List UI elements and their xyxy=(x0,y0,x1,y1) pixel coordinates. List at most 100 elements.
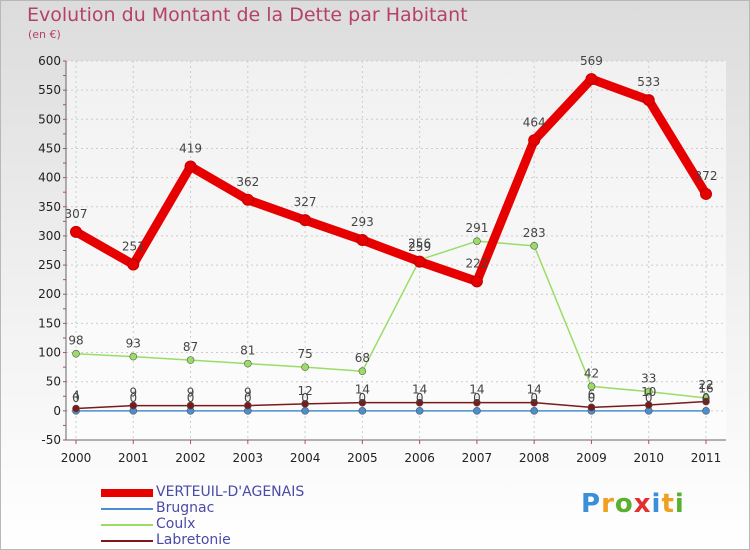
data-point-labretonie xyxy=(186,401,195,410)
data-label-coulx: 33 xyxy=(641,372,656,386)
y-tick-label: 300 xyxy=(38,229,61,243)
data-point-verteuil xyxy=(585,73,598,86)
x-tick-label: 2007 xyxy=(462,451,493,465)
data-point-coulx xyxy=(530,242,538,250)
data-point-labretonie xyxy=(644,401,653,409)
data-point-labretonie xyxy=(530,398,538,407)
x-tick-label: 2003 xyxy=(233,451,264,465)
data-label-verteuil: 251 xyxy=(122,239,145,253)
data-label-coulx: 75 xyxy=(297,347,312,361)
data-label-verteuil: 307 xyxy=(65,207,88,221)
series-line-labretonie xyxy=(75,400,707,410)
data-label-labretonie: 4 xyxy=(72,389,80,403)
data-label-verteuil: 293 xyxy=(351,215,374,229)
y-tick-label: 500 xyxy=(38,112,61,126)
y-tick-label: -50 xyxy=(41,433,61,447)
data-point-brugnac xyxy=(415,407,424,415)
data-point-verteuil xyxy=(528,134,541,147)
chart-title: Evolution du Montant de la Dette par Hab… xyxy=(27,4,468,26)
data-point-coulx xyxy=(644,387,653,396)
y-tick-label: 0 xyxy=(53,404,61,418)
data-point-brugnac xyxy=(702,407,710,415)
y-tick-label: 150 xyxy=(38,316,61,330)
data-label-verteuil: 327 xyxy=(294,195,317,209)
data-point-brugnac xyxy=(358,407,367,415)
data-point-verteuil xyxy=(184,160,197,173)
data-label-labretonie: 10 xyxy=(641,385,656,399)
data-point-labretonie xyxy=(129,401,138,410)
x-tick-label: 2011 xyxy=(691,451,722,465)
legend-swatch-verteuil xyxy=(101,489,153,497)
data-label-labretonie: 9 xyxy=(187,386,195,400)
series-line-verteuil xyxy=(71,74,711,286)
data-point-labretonie xyxy=(72,404,80,413)
y-tick-label: 50 xyxy=(46,375,61,389)
data-label-verteuil: 256 xyxy=(408,237,431,251)
data-label-labretonie: 14 xyxy=(355,383,370,397)
data-point-coulx xyxy=(244,359,252,368)
data-point-coulx xyxy=(473,237,481,245)
data-label-brugnac: 0 xyxy=(588,391,596,405)
x-tick-label: 2000 xyxy=(61,451,92,465)
data-label-brugnac: 0 xyxy=(359,391,367,405)
y-tick-label: 450 xyxy=(38,141,61,155)
data-label-labretonie: 6 xyxy=(588,387,596,401)
data-label-brugnac: 0 xyxy=(301,391,309,405)
data-point-verteuil xyxy=(470,275,483,288)
data-point-verteuil xyxy=(70,225,82,238)
data-label-verteuil: 464 xyxy=(523,115,546,129)
data-point-brugnac xyxy=(473,407,481,415)
y-tick-label: 100 xyxy=(38,346,61,360)
x-tick-label: 2008 xyxy=(519,451,550,465)
data-point-verteuil xyxy=(700,187,712,200)
data-point-labretonie xyxy=(415,398,424,407)
data-label-labretonie: 9 xyxy=(129,386,137,400)
data-label-coulx: 22 xyxy=(698,378,713,392)
data-label-labretonie: 16 xyxy=(698,382,713,396)
data-label-coulx: 68 xyxy=(355,351,370,365)
data-point-verteuil xyxy=(241,193,254,206)
data-label-labretonie: 14 xyxy=(412,383,427,397)
data-point-labretonie xyxy=(358,398,367,407)
data-point-verteuil xyxy=(299,214,312,227)
y-tick-label: 200 xyxy=(38,287,61,301)
data-label-coulx: 291 xyxy=(465,221,488,235)
x-tick-label: 2009 xyxy=(576,451,607,465)
data-label-labretonie: 12 xyxy=(297,384,312,398)
data-label-brugnac: 0 xyxy=(645,391,653,405)
legend-swatch-brugnac xyxy=(101,508,153,510)
data-label-verteuil: 533 xyxy=(637,75,660,89)
data-point-verteuil xyxy=(356,234,369,247)
data-label-brugnac: 0 xyxy=(473,391,481,405)
data-point-coulx xyxy=(186,356,195,364)
data-point-brugnac xyxy=(301,407,309,415)
data-point-verteuil xyxy=(642,94,655,107)
data-label-labretonie: 14 xyxy=(527,383,542,397)
x-tick-label: 2002 xyxy=(175,451,206,465)
x-tick-label: 2001 xyxy=(118,451,149,465)
legend-label-coulx: Coulx xyxy=(156,516,196,532)
data-label-coulx: 259 xyxy=(408,240,431,254)
chart-subtitle: (en €) xyxy=(28,28,61,41)
legend-swatch-labretonie xyxy=(101,540,153,542)
data-point-coulx xyxy=(587,382,596,391)
data-point-labretonie xyxy=(244,401,252,410)
data-label-brugnac: 0 xyxy=(416,391,424,405)
data-point-coulx xyxy=(129,352,138,361)
data-point-coulx xyxy=(301,363,309,371)
data-point-labretonie xyxy=(301,400,309,408)
data-label-verteuil: 419 xyxy=(179,142,202,156)
data-label-verteuil: 222 xyxy=(465,256,488,270)
data-point-brugnac xyxy=(530,407,538,415)
series-line-coulx xyxy=(75,240,707,399)
x-tick-label: 2010 xyxy=(633,451,664,465)
data-point-verteuil xyxy=(127,258,140,271)
data-point-labretonie xyxy=(702,397,710,406)
x-tick-label: 2006 xyxy=(404,451,435,465)
data-label-coulx: 87 xyxy=(183,340,198,354)
data-point-coulx xyxy=(358,367,367,375)
data-label-coulx: 93 xyxy=(126,337,141,351)
proxiti-logo: Proxiti xyxy=(581,489,685,519)
